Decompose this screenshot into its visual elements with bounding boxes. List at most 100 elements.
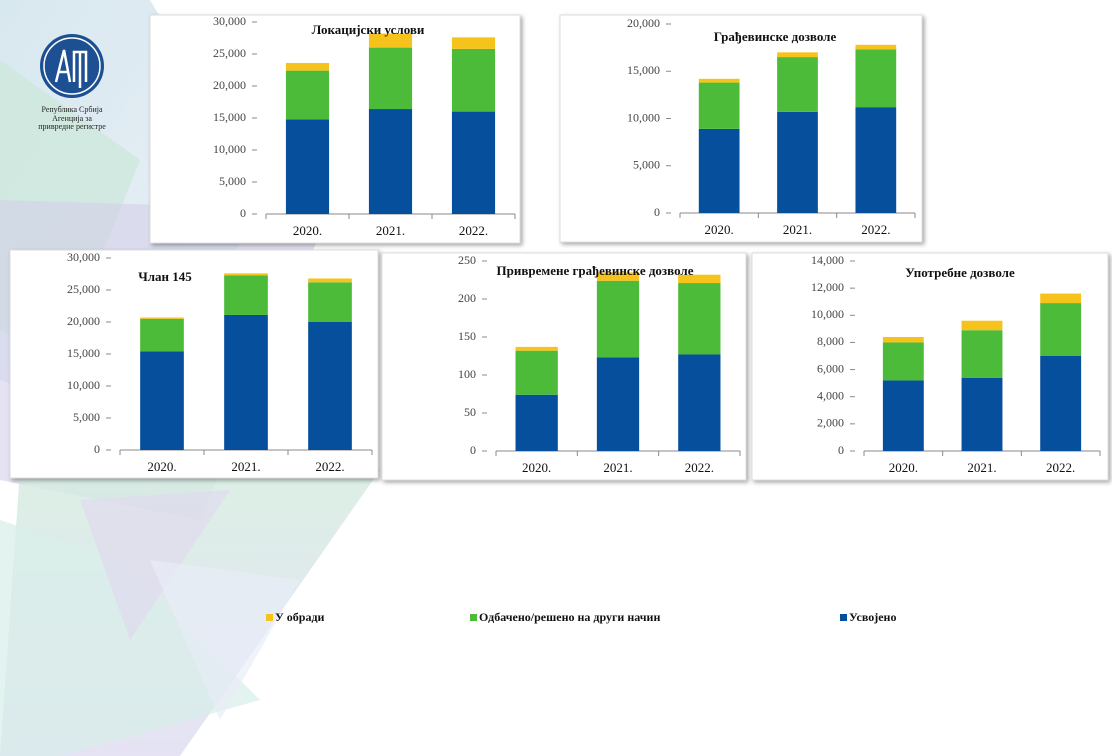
y-tick-label: 10,000 <box>811 307 844 321</box>
chart-title: Грађевинске дозволе <box>714 29 837 44</box>
y-tick-label: 10,000 <box>67 378 100 392</box>
bar-segment <box>515 394 558 451</box>
bar-segment <box>308 282 352 322</box>
x-tick-label: 2020. <box>889 460 918 475</box>
y-tick-label: 25,000 <box>213 46 246 60</box>
bar-segment <box>698 78 740 83</box>
legend: У обради Одбачено/решено на други начин Ус… <box>266 610 896 624</box>
bar-segment <box>855 49 897 108</box>
x-tick-label: 2022. <box>1046 460 1075 475</box>
bar-segment <box>368 47 413 110</box>
bar-segment <box>855 44 897 50</box>
y-tick-label: 0 <box>470 443 476 457</box>
y-tick-label: 30,000 <box>67 250 100 264</box>
chart-title: Члан 145 <box>138 269 192 284</box>
legend-label: Одбачено/решено на други начин <box>479 610 660 624</box>
logo-text: Агенција за <box>52 114 92 123</box>
chart-panel: 0 5,000 10,000 15,000 20,000 25,000 30,000 2020… <box>9 249 379 479</box>
bar-segment <box>224 314 268 450</box>
y-tick-label: 5,000 <box>73 410 100 424</box>
y-tick-label: 14,000 <box>811 253 844 267</box>
y-tick-label: 100 <box>458 367 476 381</box>
legend-label: У обради <box>275 610 325 624</box>
y-tick-label: 12,000 <box>811 280 844 294</box>
bar-segment <box>678 354 721 451</box>
charts: 0 5,000 10,000 15,000 20,000 25,000 30,000 2020… <box>9 14 1109 481</box>
bar-segment <box>285 70 330 120</box>
legend-label: Усвојено <box>849 610 896 624</box>
bar-segment <box>882 342 924 381</box>
y-tick-label: 6,000 <box>817 361 844 375</box>
legend-swatch <box>266 614 273 621</box>
x-tick-label: 2021. <box>783 222 812 237</box>
y-tick-label: 15,000 <box>627 63 660 77</box>
bar-segment <box>596 272 640 281</box>
x-tick-label: 2021. <box>376 223 405 238</box>
y-tick-label: 200 <box>458 291 476 305</box>
bar-segment <box>308 278 352 283</box>
y-tick-label: 5,000 <box>219 174 246 188</box>
bar-segment <box>882 380 924 451</box>
bar-segment <box>451 48 496 112</box>
x-tick-label: 2022. <box>315 459 344 474</box>
bar-segment <box>596 280 640 358</box>
y-tick-label: 15,000 <box>213 110 246 124</box>
legend-swatch <box>840 614 847 621</box>
bar-segment <box>777 52 818 58</box>
bar-segment <box>140 317 184 319</box>
chart-title: Локацијски услови <box>312 22 425 37</box>
y-tick-label: 50 <box>464 405 476 419</box>
y-tick-label: 20,000 <box>627 16 660 30</box>
y-tick-label: 2,000 <box>817 416 844 430</box>
bar-segment <box>515 350 558 395</box>
bar-segment <box>698 82 740 129</box>
bar-segment <box>961 330 1003 378</box>
x-tick-label: 2021. <box>231 459 260 474</box>
x-tick-label: 2022. <box>459 223 488 238</box>
x-tick-label: 2022. <box>685 460 714 475</box>
y-tick-label: 20,000 <box>213 78 246 92</box>
y-tick-label: 0 <box>654 205 660 219</box>
y-tick-label: 0 <box>240 206 246 220</box>
y-tick-label: 10,000 <box>213 142 246 156</box>
chart-title: Употребне дозволе <box>905 265 1015 280</box>
bar-segment <box>451 111 496 214</box>
bar-segment <box>855 107 897 213</box>
y-tick-label: 4,000 <box>817 388 844 402</box>
y-tick-label: 5,000 <box>633 158 660 172</box>
y-tick-label: 15,000 <box>67 346 100 360</box>
logo-text: привредне регистре <box>38 122 106 131</box>
y-tick-label: 150 <box>458 329 476 343</box>
bar-segment <box>140 318 184 352</box>
bar-segment <box>698 128 740 213</box>
bar-segment <box>1040 303 1082 356</box>
chart-panel: 0 5,000 10,000 15,000 20,000 2020. 2021. 2022. Г… <box>559 14 923 243</box>
y-tick-label: 30,000 <box>213 14 246 28</box>
y-tick-label: 8,000 <box>817 334 844 348</box>
logo-text: Република Србија <box>42 105 103 114</box>
legend-swatch <box>470 614 477 621</box>
y-tick-label: 10,000 <box>627 110 660 124</box>
chart-title: Привремене грађевинске дозволе <box>497 263 694 278</box>
x-tick-label: 2020. <box>522 460 551 475</box>
logo: Република Србија Агенција за привредне р… <box>38 34 106 131</box>
bar-segment <box>285 62 330 71</box>
bar-segment <box>678 274 721 284</box>
bar-segment <box>140 351 184 450</box>
bar-segment <box>224 273 268 276</box>
bar-segment <box>285 119 330 214</box>
y-tick-label: 25,000 <box>67 282 100 296</box>
bar-segment <box>224 275 268 315</box>
bar-segment <box>961 320 1003 331</box>
chart-panel: 0 2,000 4,000 6,000 8,000 10,000 12,000 14,000 2… <box>751 252 1109 481</box>
x-tick-label: 2021. <box>603 460 632 475</box>
bar-segment <box>678 283 721 355</box>
bar-segment <box>1040 293 1082 304</box>
y-tick-label: 250 <box>458 253 476 267</box>
bar-segment <box>308 322 352 450</box>
bar-segment <box>961 377 1003 451</box>
bar-segment <box>777 111 818 213</box>
y-tick-label: 0 <box>838 443 844 457</box>
